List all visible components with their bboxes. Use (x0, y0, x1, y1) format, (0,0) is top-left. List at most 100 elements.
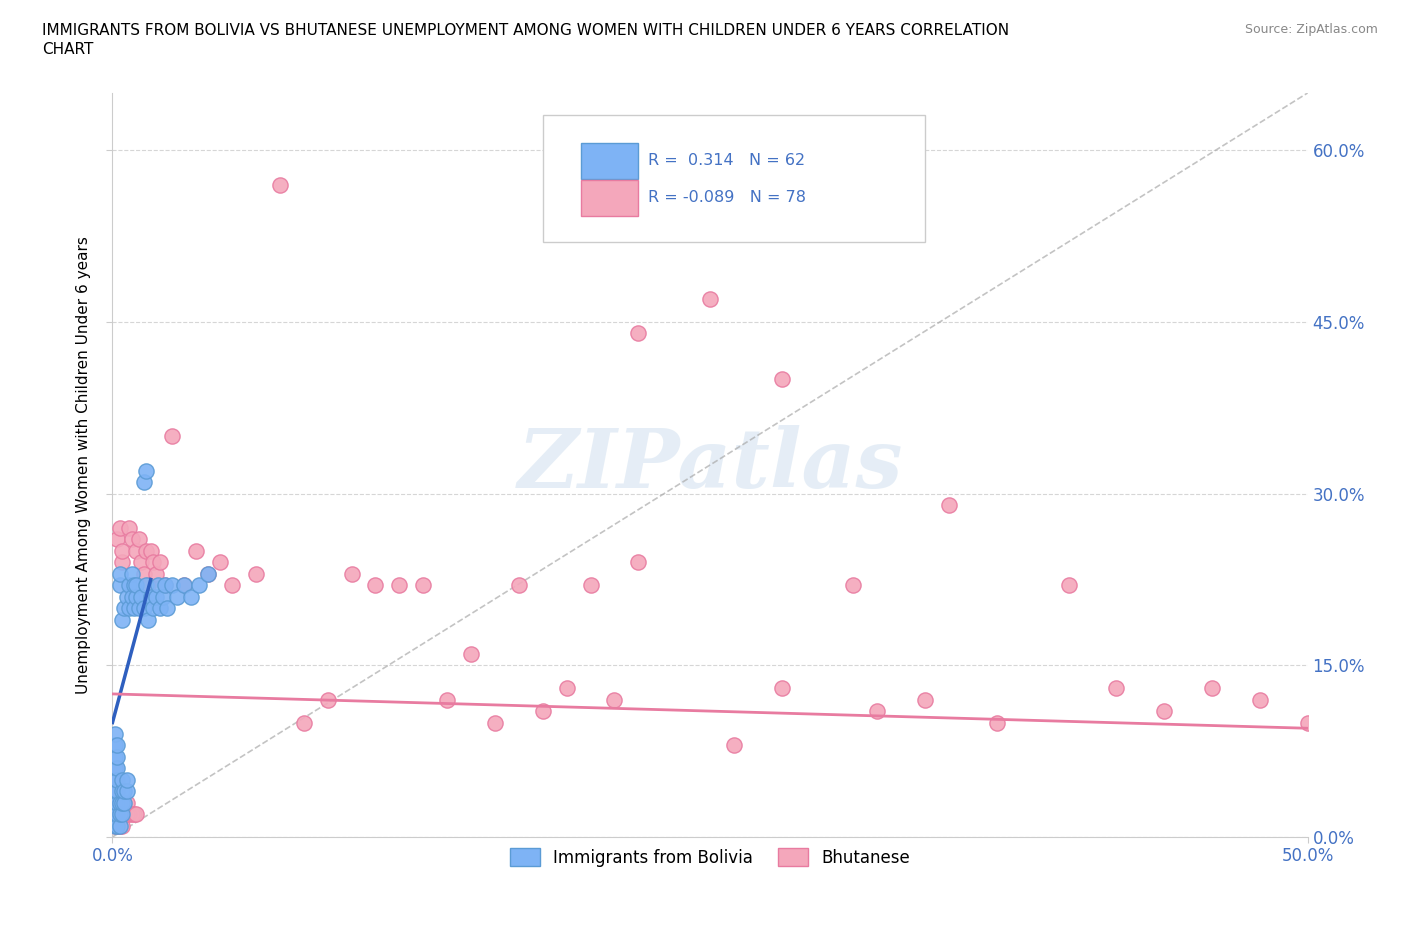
Point (125, 590, 148, 604)
Point (340, 566, 363, 581)
Point (508, 578, 530, 592)
Point (111, 612, 134, 627)
Point (436, 692, 458, 707)
Point (145, 566, 167, 581)
Point (173, 578, 195, 592)
Point (105, 806, 128, 821)
Point (104, 772, 127, 787)
Point (104, 784, 127, 799)
Point (105, 750, 128, 764)
Point (627, 326, 650, 340)
Point (364, 578, 387, 592)
Point (105, 806, 128, 821)
Point (104, 726, 127, 741)
Point (104, 795, 127, 810)
Point (1249, 692, 1271, 707)
Point (118, 806, 141, 821)
Point (770, 372, 793, 387)
Point (316, 692, 339, 707)
Point (938, 498, 960, 512)
Point (139, 590, 162, 604)
Point (162, 578, 183, 592)
Point (104, 772, 127, 787)
Point (770, 681, 793, 696)
Point (122, 806, 145, 821)
Point (1057, 578, 1080, 592)
Point (105, 818, 128, 833)
Point (111, 806, 134, 821)
Point (108, 521, 131, 536)
Point (122, 578, 145, 592)
Point (1201, 681, 1223, 696)
Point (129, 590, 152, 604)
Point (128, 532, 150, 547)
Point (149, 555, 172, 570)
FancyBboxPatch shape (543, 115, 925, 242)
Point (153, 578, 176, 592)
Point (114, 601, 135, 616)
Point (221, 578, 243, 592)
Point (121, 806, 143, 821)
Text: IMMIGRANTS FROM BOLIVIA VS BHUTANESE UNEMPLOYMENT AMONG WOMEN WITH CHILDREN UNDE: IMMIGRANTS FROM BOLIVIA VS BHUTANESE UNE… (42, 23, 1010, 38)
Point (104, 784, 127, 799)
Point (111, 784, 134, 799)
Point (412, 578, 434, 592)
Point (114, 795, 135, 810)
Point (105, 795, 128, 810)
Point (142, 601, 165, 616)
Point (149, 601, 172, 616)
Point (1296, 715, 1319, 730)
Point (531, 704, 554, 719)
Point (114, 784, 135, 799)
Point (121, 590, 143, 604)
Point (104, 806, 127, 821)
Point (135, 543, 157, 558)
Point (699, 292, 721, 307)
Point (125, 543, 148, 558)
Point (114, 795, 135, 810)
Point (108, 818, 131, 833)
Point (627, 555, 650, 570)
Point (197, 566, 219, 581)
Point (245, 566, 267, 581)
Text: Source: ZipAtlas.com: Source: ZipAtlas.com (1244, 23, 1378, 36)
Point (115, 772, 138, 787)
Point (105, 772, 128, 787)
Point (166, 590, 188, 604)
Point (132, 601, 155, 616)
Point (108, 566, 131, 581)
Point (108, 578, 131, 592)
Point (135, 463, 157, 478)
Point (122, 601, 145, 616)
Point (914, 692, 936, 707)
Point (555, 681, 578, 696)
Point (842, 578, 865, 592)
Point (104, 806, 127, 821)
Point (162, 429, 183, 444)
Point (115, 806, 138, 821)
Point (1153, 704, 1175, 719)
Point (105, 818, 128, 833)
Point (723, 738, 745, 753)
Y-axis label: Unemployment Among Women with Children Under 6 years: Unemployment Among Women with Children U… (76, 236, 91, 694)
Point (105, 761, 128, 776)
Text: ZIPatlas: ZIPatlas (517, 425, 903, 505)
Point (484, 715, 506, 730)
Point (121, 532, 143, 547)
Point (138, 578, 160, 592)
Point (108, 806, 131, 821)
Point (104, 761, 127, 776)
Point (121, 566, 143, 581)
Point (125, 578, 148, 592)
Point (105, 532, 128, 547)
Point (135, 578, 157, 592)
Point (146, 578, 169, 592)
Point (104, 750, 127, 764)
Point (105, 795, 128, 810)
Text: R = -0.089   N = 78: R = -0.089 N = 78 (648, 191, 806, 206)
Point (104, 795, 127, 810)
Point (142, 555, 165, 570)
Point (153, 578, 176, 592)
Point (186, 543, 208, 558)
FancyBboxPatch shape (581, 143, 638, 179)
